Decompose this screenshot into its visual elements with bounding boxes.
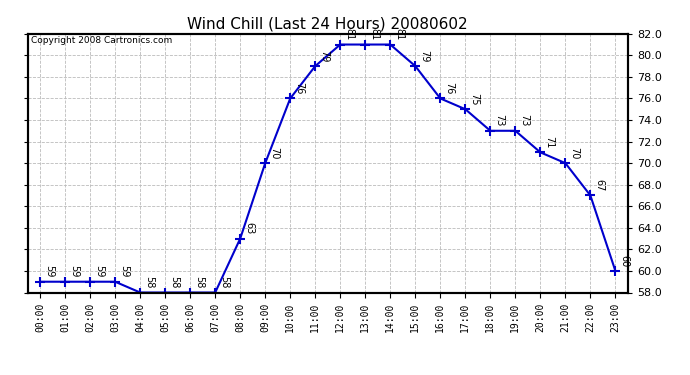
Text: 81: 81 xyxy=(395,28,404,40)
Text: 81: 81 xyxy=(369,28,380,40)
Title: Wind Chill (Last 24 Hours) 20080602: Wind Chill (Last 24 Hours) 20080602 xyxy=(188,16,468,31)
Text: Copyright 2008 Cartronics.com: Copyright 2008 Cartronics.com xyxy=(30,36,172,45)
Text: 58: 58 xyxy=(195,276,204,288)
Text: 63: 63 xyxy=(244,222,255,234)
Text: 58: 58 xyxy=(144,276,155,288)
Text: 58: 58 xyxy=(169,276,179,288)
Text: 73: 73 xyxy=(495,114,504,127)
Text: 71: 71 xyxy=(544,136,555,148)
Text: 67: 67 xyxy=(595,179,604,191)
Text: 79: 79 xyxy=(319,50,329,62)
Text: 73: 73 xyxy=(520,114,529,127)
Text: 76: 76 xyxy=(295,82,304,94)
Text: 58: 58 xyxy=(219,276,229,288)
Text: 70: 70 xyxy=(269,147,279,159)
Text: 59: 59 xyxy=(95,265,104,278)
Text: 60: 60 xyxy=(620,255,629,267)
Text: 70: 70 xyxy=(569,147,580,159)
Text: 81: 81 xyxy=(344,28,355,40)
Text: 79: 79 xyxy=(420,50,429,62)
Text: 76: 76 xyxy=(444,82,455,94)
Text: 59: 59 xyxy=(119,265,129,278)
Text: 75: 75 xyxy=(469,93,480,105)
Text: 59: 59 xyxy=(69,265,79,278)
Text: 59: 59 xyxy=(44,265,55,278)
